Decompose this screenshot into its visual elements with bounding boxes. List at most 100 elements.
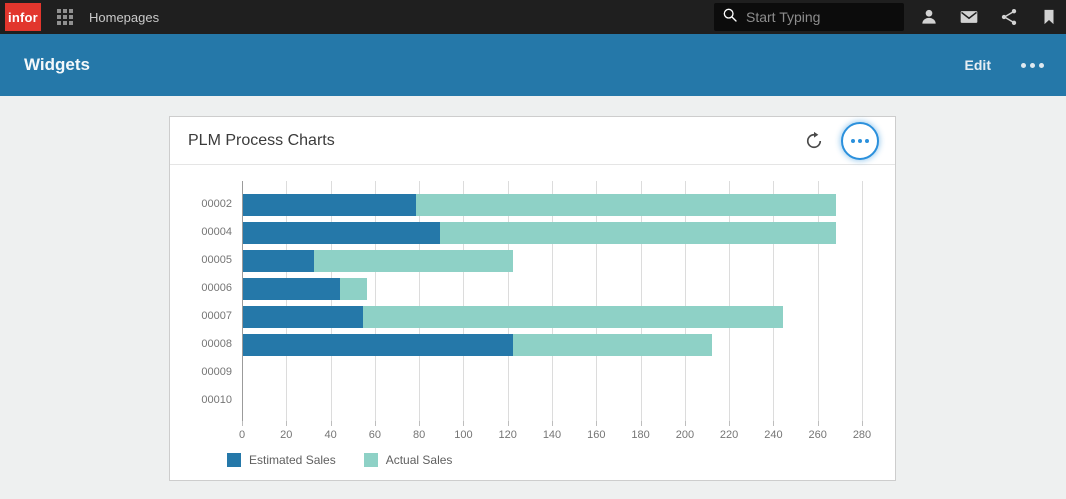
category-axis: 00002 00004 00005 00006 00007 00008 00009 00010 [170,181,232,421]
y-axis-line [242,181,243,421]
bar-segment-actual-sales[interactable] [415,194,837,216]
x-tick-mark [419,421,421,426]
gridline [507,181,509,421]
legend-item[interactable]: Estimated Sales [227,453,336,467]
bar-segment-estimated-sales[interactable] [243,306,363,328]
x-tick-label: 60 [368,429,382,441]
widget-more-options-button[interactable] [841,121,879,160]
page-more-options-icon[interactable] [1021,62,1044,68]
x-axis: 0 20 40 60 80 100 120 140 160 180 200 220 240 260 280 [239,421,893,447]
gridline [330,181,332,421]
widget-card: PLM Process Charts 00002 00004 00005 00006 0… [169,116,896,481]
bar-row [243,194,837,216]
edit-button[interactable]: Edit [964,57,991,73]
x-tick-mark [729,421,731,426]
bar-row [243,306,784,328]
category-label: 00009 [201,366,232,378]
bar-segment-estimated-sales[interactable] [243,194,416,216]
x-tick-mark [330,421,332,426]
category-label: 00006 [201,282,232,294]
legend-label: Estimated Sales [249,453,336,467]
widget-title: PLM Process Charts [188,131,335,149]
bar-segment-actual-sales[interactable] [340,278,367,300]
widget-card-header: PLM Process Charts [170,117,895,165]
gridline [817,181,819,421]
bar-segment-actual-sales[interactable] [362,306,784,328]
search-box[interactable] [714,3,904,31]
bar-segment-actual-sales[interactable] [313,250,514,272]
gridline [286,181,288,421]
x-tick-mark [507,421,509,426]
legend-swatch [227,453,241,467]
x-tick-mark [286,421,288,426]
bar-segment-estimated-sales[interactable] [243,250,314,272]
category-label: 00008 [201,338,232,350]
bar-segment-estimated-sales[interactable] [243,222,441,244]
gridline [640,181,642,421]
x-tick-mark [684,421,686,426]
category-label: 00005 [201,254,232,266]
x-tick-mark [552,421,553,426]
x-tick-mark [773,421,775,426]
category-label: 00002 [201,198,232,210]
x-tick-label: 280 [852,429,872,441]
gridline [552,181,553,421]
mail-icon[interactable] [958,6,980,28]
x-tick-label: 100 [454,429,473,441]
category-label: 00010 [201,394,232,406]
page-header: Widgets Edit [0,34,1066,96]
breadcrumb-homepages[interactable]: Homepages [89,9,160,25]
gridline [419,181,421,421]
legend-label: Actual Sales [385,453,453,467]
gridline [596,181,598,421]
x-tick-label: 160 [587,429,606,441]
gridline [463,181,465,421]
x-tick-label: 120 [498,429,517,441]
category-label: 00007 [201,310,232,322]
gridline [729,181,731,421]
x-tick-mark [463,421,465,426]
x-tick-label: 0 [238,429,246,441]
infor-logo[interactable]: infor [5,3,41,31]
x-tick-label: 80 [412,429,426,441]
legend-item[interactable]: Actual Sales [363,453,453,467]
app-launcher-icon[interactable] [57,9,73,25]
x-tick-mark [640,421,642,426]
infor-logo-text: infor [8,9,38,25]
x-tick-mark [374,421,376,426]
x-tick-label: 40 [324,429,337,441]
bookmark-icon[interactable] [1038,6,1060,28]
search-input[interactable] [746,9,886,25]
bar-segment-actual-sales[interactable] [513,334,713,356]
gridline [862,181,863,421]
chart-legend: Estimated Sales Actual Sales [227,453,452,467]
x-tick-label: 260 [808,429,827,441]
bar-segment-estimated-sales[interactable] [243,278,341,300]
x-tick-label: 180 [631,429,650,441]
x-tick-mark [596,421,598,426]
x-tick-label: 220 [719,429,739,441]
bar-row [243,334,713,356]
gridline [684,181,686,421]
topbar-icons [918,6,1066,28]
category-label: 00004 [201,226,232,238]
bar-segment-actual-sales[interactable] [440,222,837,244]
bar-segment-estimated-sales[interactable] [243,334,514,356]
gridline [773,181,775,421]
user-icon[interactable] [918,6,940,28]
bar-row [243,222,837,244]
bar-row [243,278,367,300]
share-icon[interactable] [998,6,1020,28]
x-tick-mark [862,421,863,426]
bar-row [243,250,514,272]
refresh-button[interactable] [803,130,825,152]
plot-area [242,181,893,421]
x-tick-mark [817,421,819,426]
search-icon [722,7,738,28]
gridline [374,181,376,421]
page-title: Widgets [24,55,90,74]
x-tick-label: 140 [542,429,562,441]
x-tick-mark [242,421,243,426]
x-tick-label: 200 [675,429,695,441]
